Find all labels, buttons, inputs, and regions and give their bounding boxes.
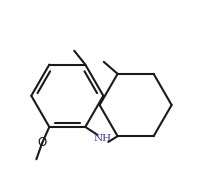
Text: NH: NH [93,134,111,142]
Text: O: O [37,136,47,149]
